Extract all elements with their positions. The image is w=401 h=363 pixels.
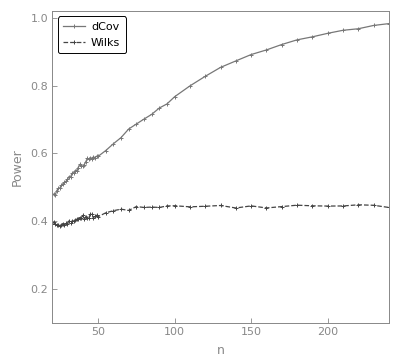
Wilks xyxy=(371,203,376,208)
dCov xyxy=(371,23,376,28)
dCov xyxy=(82,163,87,167)
Y-axis label: Power: Power xyxy=(10,148,23,186)
Wilks xyxy=(50,222,55,227)
Wilks xyxy=(61,221,65,226)
Wilks xyxy=(71,219,76,224)
dCov xyxy=(387,21,391,26)
dCov xyxy=(71,171,76,175)
Wilks xyxy=(356,203,361,207)
dCov xyxy=(50,192,55,197)
dCov xyxy=(67,175,71,179)
dCov xyxy=(310,34,315,39)
Wilks xyxy=(82,217,87,221)
Wilks xyxy=(57,223,62,228)
Wilks xyxy=(387,205,391,210)
Line: Wilks: Wilks xyxy=(51,203,391,227)
dCov xyxy=(61,182,65,186)
X-axis label: n: n xyxy=(217,344,225,357)
Wilks xyxy=(67,219,71,223)
Wilks xyxy=(310,204,315,208)
dCov xyxy=(53,193,58,197)
Legend: dCov, Wilks: dCov, Wilks xyxy=(58,16,126,53)
Line: dCov: dCov xyxy=(51,22,391,197)
